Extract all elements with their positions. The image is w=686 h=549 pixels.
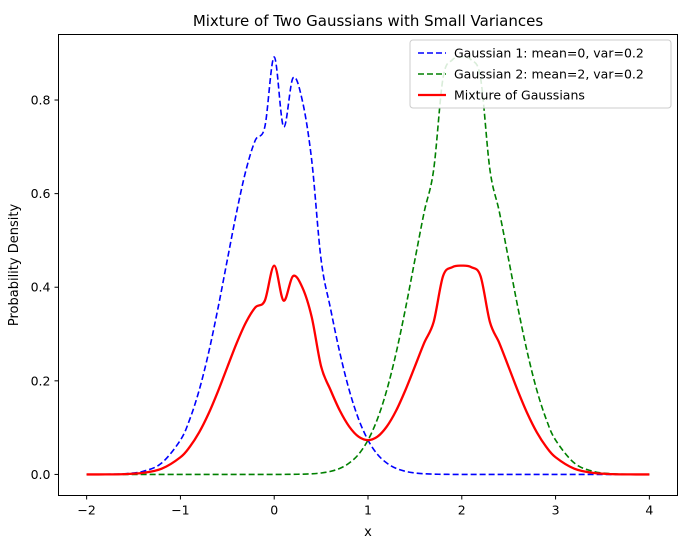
y-tick-label: 0.6 bbox=[31, 186, 51, 201]
x-tick-label: 2 bbox=[458, 503, 466, 518]
x-tick-label: 3 bbox=[552, 503, 560, 518]
chart-title: Mixture of Two Gaussians with Small Vari… bbox=[193, 12, 544, 30]
legend: Gaussian 1: mean=0, var=0.2 Gaussian 2: … bbox=[409, 39, 672, 109]
y-axis-label: Probability Density bbox=[7, 204, 22, 327]
series-mixture-line bbox=[86, 264, 650, 476]
x-axis-ticks: −2 −1 0 1 2 3 4 bbox=[77, 495, 653, 518]
y-tick-label: 0.8 bbox=[31, 93, 51, 108]
x-tick-label: −1 bbox=[171, 503, 189, 518]
x-tick-label: 1 bbox=[364, 503, 372, 518]
legend-label-mixture: Mixture of Gaussians bbox=[454, 88, 585, 103]
series-layer bbox=[86, 56, 650, 476]
legend-label-gaussian-2: Gaussian 2: mean=2, var=0.2 bbox=[454, 67, 644, 82]
y-tick-label: 0.2 bbox=[31, 373, 51, 388]
series-gaussian-2-line bbox=[86, 56, 650, 476]
x-tick-label: 0 bbox=[270, 503, 278, 518]
y-tick-label: 0.4 bbox=[31, 280, 51, 295]
legend-label-gaussian-1: Gaussian 1: mean=0, var=0.2 bbox=[454, 46, 644, 61]
y-tick-label: 0.0 bbox=[31, 467, 51, 482]
x-tick-label: −2 bbox=[77, 503, 95, 518]
y-axis-ticks: 0.0 0.2 0.4 0.6 0.8 bbox=[31, 93, 59, 482]
series-gaussian-1-line bbox=[86, 56, 650, 476]
x-axis-label: x bbox=[364, 525, 372, 540]
legend-box bbox=[409, 39, 672, 109]
x-tick-label: 4 bbox=[645, 503, 653, 518]
